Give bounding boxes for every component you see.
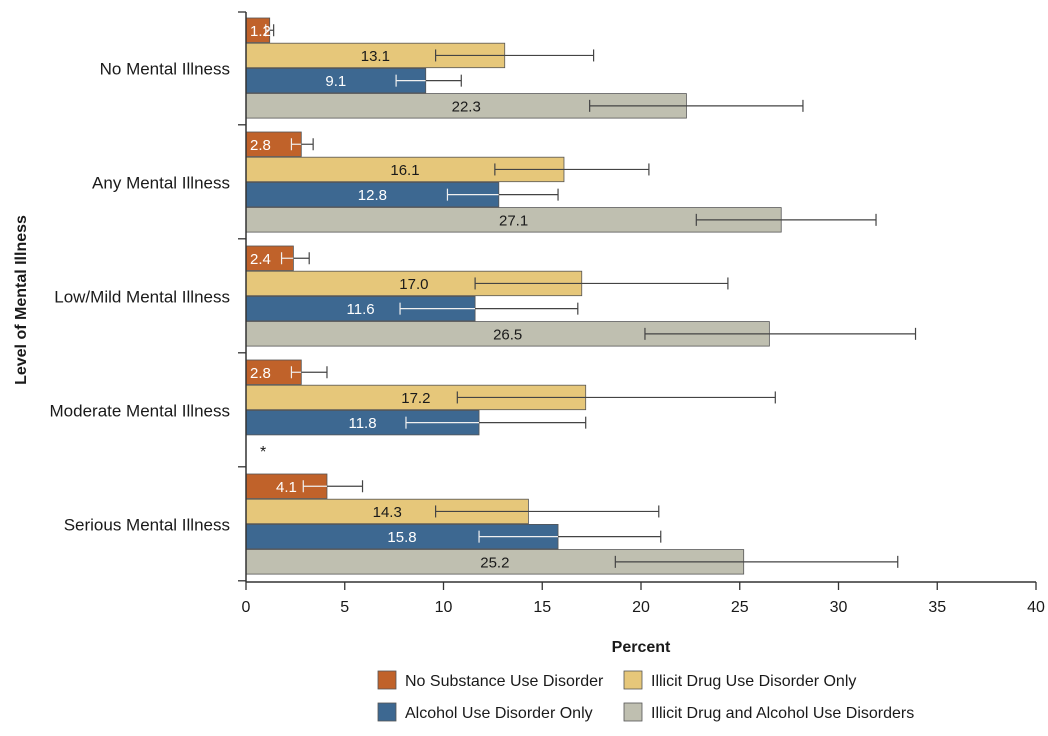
- category-label: Any Mental Illness: [92, 173, 230, 192]
- legend-entry-label: Illicit Drug Use Disorder Only: [651, 673, 856, 690]
- category-label: Serious Mental Illness: [64, 515, 230, 534]
- bar-value-label: 15.8: [387, 529, 416, 546]
- bar-value-label: 11.8: [348, 415, 376, 432]
- y-axis-title: Level of Mental Illness: [13, 215, 30, 385]
- legend-entry-label: Alcohol Use Disorder Only: [405, 705, 593, 722]
- category-label: Low/Mild Mental Illness: [54, 287, 230, 306]
- bar-value-label: 12.8: [358, 187, 387, 204]
- bar-value-label: 13.1: [361, 48, 390, 65]
- legend-swatch: [624, 703, 642, 721]
- bar-value-label: 2.8: [250, 137, 271, 154]
- legend: No Substance Use Disorder Illicit Drug Us…: [378, 671, 914, 722]
- bar-value-label: 17.2: [401, 390, 430, 407]
- legend-swatch: [624, 671, 642, 689]
- legend-swatch: [378, 671, 396, 689]
- bar-value-label: 2.8: [250, 365, 271, 382]
- bar-value-label: 1.2: [250, 23, 271, 40]
- x-tick-label: 25: [731, 599, 749, 616]
- x-tick-label: 10: [435, 599, 453, 616]
- suppressed-estimate-mark: *: [260, 444, 266, 461]
- x-tick-label: 5: [340, 599, 349, 616]
- bar-value-label: 4.1: [276, 479, 297, 496]
- x-tick-label: 20: [632, 599, 650, 616]
- x-tick-label: 30: [830, 599, 848, 616]
- bar-value-label: 14.3: [373, 504, 402, 521]
- x-tick-label: 40: [1027, 599, 1045, 616]
- x-axis-title: Percent: [612, 639, 671, 656]
- plot-area: [246, 18, 916, 574]
- bar-value-label: 22.3: [452, 98, 481, 115]
- bar-value-label: 2.4: [250, 251, 271, 268]
- x-tick-label: 35: [928, 599, 946, 616]
- bar-value-label: 11.6: [347, 301, 375, 318]
- category-label: No Mental Illness: [100, 59, 230, 78]
- bar-value-label: 17.0: [399, 276, 428, 293]
- bar-value-label: 16.1: [390, 162, 419, 179]
- x-tick-label: 15: [533, 599, 551, 616]
- bar-value-label: 27.1: [499, 212, 528, 229]
- legend-entry-label: Illicit Drug and Alcohol Use Disorders: [651, 705, 914, 722]
- x-tick-label: 0: [242, 599, 251, 616]
- bar-value-label: 25.2: [480, 554, 509, 571]
- category-label: Moderate Mental Illness: [50, 401, 230, 420]
- legend-swatch: [378, 703, 396, 721]
- bar-value-label: 26.5: [493, 326, 522, 343]
- bar-value-label: 9.1: [325, 73, 346, 90]
- legend-entry-label: No Substance Use Disorder: [405, 673, 604, 690]
